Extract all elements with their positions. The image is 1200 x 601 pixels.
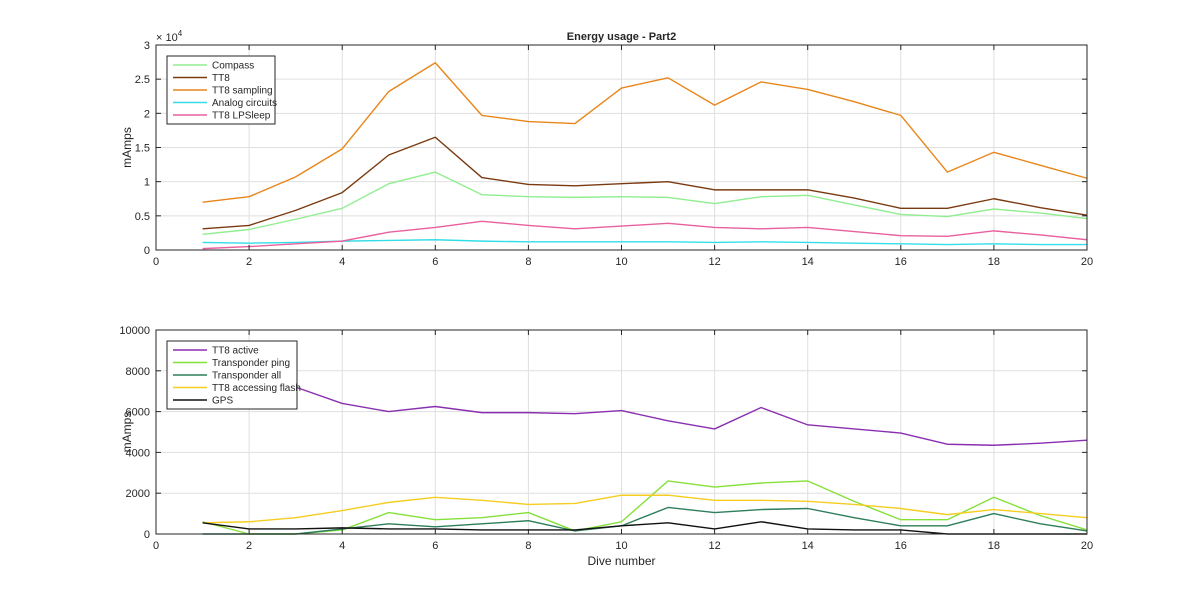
x-tick-label: 0 [153,256,159,268]
x-tick-label: 10 [615,540,627,552]
x-tick-label: 6 [432,256,438,268]
y-tick-label: 2.5 [135,74,150,86]
legend-label: TT8 sampling [212,86,273,97]
y-tick-label: 1.5 [135,143,150,155]
series-line-tt8-sampling [202,62,1088,203]
y-tick-label: 0 [144,529,150,541]
top-y-axis-label: mAmps [120,127,134,168]
x-tick-label: 10 [615,256,627,268]
legend-label: GPS [212,396,233,407]
legend-label: TT8 active [212,346,259,357]
bottom-x-axis-label: Dive number [587,554,655,568]
bottom-y-axis-label: mAmps [120,412,134,453]
legend-label: TT8 LPSleep [212,111,271,122]
y-tick-label: 8000 [126,366,150,378]
y-tick-label: 1 [144,177,150,189]
y-tick-label: 0 [144,245,150,257]
x-tick-label: 0 [153,540,159,552]
y-tick-label: 3 [144,40,150,52]
series-line-tt8 [202,136,1088,230]
y-exponent-label: × 104 [156,29,183,44]
legend-label: Transponder ping [212,358,290,369]
y-tick-label: 10000 [119,325,150,337]
x-tick-label: 16 [895,256,907,268]
series-line-gps [202,521,1087,535]
y-tick-label: 2 [144,108,150,120]
x-tick-label: 8 [525,256,531,268]
x-tick-label: 14 [802,540,814,552]
y-tick-label: 6000 [126,407,150,419]
y-tick-label: 0.5 [135,211,150,223]
x-tick-label: 4 [339,540,345,552]
x-tick-label: 6 [432,540,438,552]
series-line-tt8-accessing-flash [202,494,1088,524]
series-line-analog-circuits [202,239,1087,246]
y-tick-label: 4000 [126,447,150,459]
series-line-tt8-active [202,376,1088,446]
x-tick-label: 18 [988,540,1000,552]
x-tick-label: 20 [1081,540,1093,552]
x-tick-label: 12 [708,256,720,268]
series-line-transponder-ping [202,480,1088,535]
legend-label: Analog circuits [212,98,277,109]
x-tick-label: 18 [988,256,1000,268]
top-ticks: 0 2 4 6 8 10 12 14 16 18 20 0 0.5 1 1.5 2 2.5 3 [135,40,1093,268]
bottom-series [202,376,1088,535]
x-tick-label: 12 [708,540,720,552]
series-line-tt8-lpsleep [202,220,1088,250]
x-tick-label: 16 [895,540,907,552]
legend-label: TT8 [212,73,230,84]
legend-label: Compass [212,61,254,72]
top-chart-title: Energy usage - Part2 [567,31,676,43]
x-tick-label: 4 [339,256,345,268]
bottom-ticks: 0 2 4 6 8 10 12 14 16 18 20 0 2000 4000 6000 8000 10000 [119,325,1093,552]
top-series [202,62,1088,250]
series-line-compass [202,171,1088,235]
legend-label: Transponder all [212,371,281,382]
y-tick-label: 2000 [126,488,150,500]
bottom-chart-panel: 0 2 4 6 8 10 12 14 16 18 20 0 2000 4000 6000 8000 10000 m… [119,325,1093,568]
top-chart-panel: 0 2 4 6 8 10 12 14 16 18 20 0 0.5 1 1.5 2 2.5 3 × 104 Energ… [120,29,1093,268]
x-tick-label: 2 [246,540,252,552]
legend-label: TT8 accessing flash [212,383,301,394]
x-tick-label: 14 [802,256,814,268]
x-tick-label: 8 [525,540,531,552]
x-tick-label: 20 [1081,256,1093,268]
x-tick-label: 2 [246,256,252,268]
